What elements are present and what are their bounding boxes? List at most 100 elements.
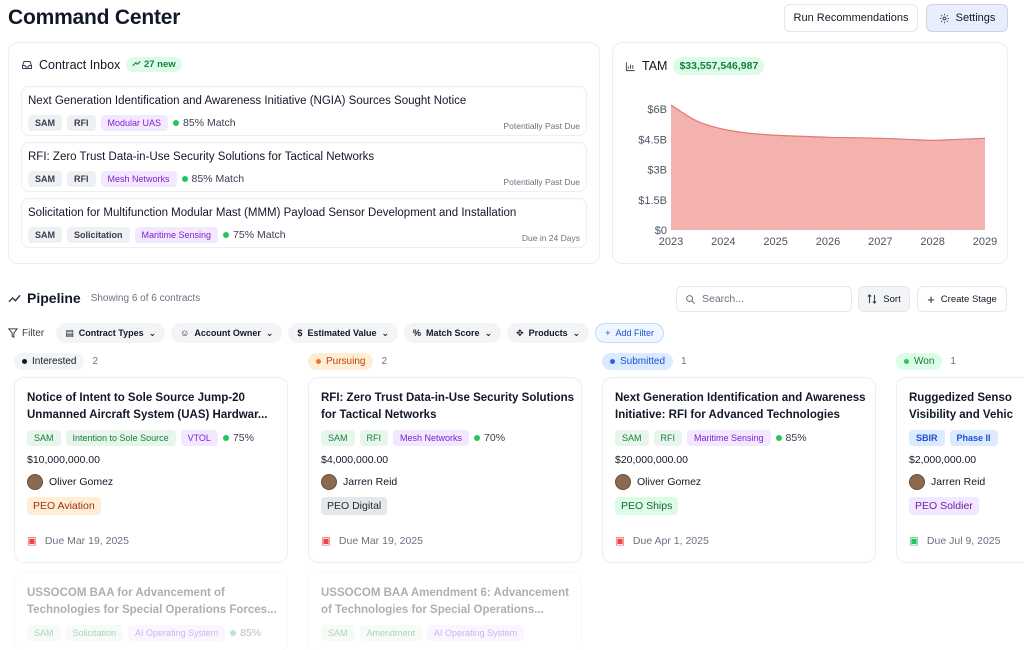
due-note: Potentially Past Due — [503, 121, 580, 131]
create-stage-button[interactable]: + Create Stage — [917, 286, 1007, 312]
tam-card: TAM $33,557,546,987 $0 $1.5B $3B $4.5B $6B 20… — [612, 42, 1008, 264]
match-score: 70% — [474, 432, 505, 444]
deal-title: USSOCOM BAA for Advancement of Technolog… — [27, 587, 277, 616]
search-input[interactable]: Search... — [676, 286, 852, 312]
due-date: Due Mar 19, 2025 — [44, 535, 129, 547]
stage-pill: Submitted — [602, 353, 674, 370]
deal-tags: SBIR Phase II — [909, 430, 998, 446]
tag: SAM — [321, 430, 355, 446]
tag: RFI — [653, 430, 683, 446]
sort-button[interactable]: Sort — [858, 286, 910, 312]
inbox-item-tags: SAM RFI Modular UAS 85% Match — [28, 115, 236, 131]
stage-label: Interested — [32, 356, 77, 367]
deal-due: ▣ Due Apr 1, 2025 — [615, 535, 709, 547]
add-filter-label: Add Filter — [615, 328, 654, 338]
tag: Phase II — [949, 430, 998, 446]
deal-tags: SAM RFI Maritime Sensing 85% — [615, 430, 807, 446]
deal-card[interactable]: Notice of Intent to Sole Source Jump-20 … — [14, 377, 288, 563]
tag: SAM — [27, 430, 61, 446]
match-dot-icon — [223, 232, 230, 238]
run-recommendations-label: Run Recommendations — [793, 12, 909, 24]
chevron-down-icon: ⌄ — [381, 327, 390, 338]
x-tick-label: 2028 — [920, 236, 944, 248]
match-score: 75% — [222, 432, 254, 444]
owner-name: Oliver Gomez — [49, 476, 114, 488]
create-stage-label: Create Stage — [940, 293, 997, 305]
x-tick-label: 2023 — [659, 236, 683, 248]
inbox-item[interactable]: Next Generation Identification and Aware… — [21, 86, 587, 136]
filter-toggle[interactable]: Filter — [8, 328, 44, 339]
inbox-item-tags: SAM RFI Mesh Networks 85% Match — [28, 171, 244, 187]
deal-card-faded[interactable]: USSOCOM BAA for Advancement of Technolog… — [14, 572, 288, 650]
sort-icon — [867, 294, 877, 304]
match-label: 85% — [785, 432, 807, 444]
calendar-icon: ▣ — [321, 535, 331, 547]
settings-button[interactable]: Settings — [926, 4, 1008, 32]
filter-estimated-value[interactable]: $ Estimated Value ⌄ — [288, 323, 399, 343]
stage-count: 1 — [950, 356, 956, 367]
deal-card[interactable]: Next Generation Identification and Aware… — [602, 377, 876, 563]
match-label: 75% Match — [233, 229, 286, 241]
y-tick-label: $6B — [647, 104, 667, 116]
inbox-item-tags: SAM Solicitation Maritime Sensing 75% Ma… — [28, 227, 286, 243]
plus-icon: + — [927, 291, 935, 307]
y-tick-label: $1.5B — [638, 195, 667, 207]
deal-due: ▣ Due Mar 19, 2025 — [321, 535, 423, 547]
deal-card[interactable]: Ruggedized Senso Visibility and Vehic SB… — [896, 377, 1024, 563]
search-icon — [686, 294, 695, 304]
match-label: 70% — [484, 432, 506, 444]
tag: SAM — [27, 625, 61, 641]
tag: SAM — [28, 171, 62, 187]
filter-bar: Filter ▤ Contract Types ⌄ ☺ Account Owner ⌄ … — [8, 323, 664, 343]
chevron-down-icon: ⌄ — [265, 327, 274, 338]
settings-label: Settings — [955, 12, 996, 24]
deal-tags: SAM RFI Mesh Networks 70% — [321, 430, 505, 446]
inbox-item-title: Next Generation Identification and Aware… — [28, 95, 467, 107]
match-score: 85% Match — [173, 117, 236, 129]
deal-owner: Jarren Reid — [321, 474, 397, 490]
due-date: Due Apr 1, 2025 — [632, 535, 709, 547]
tag: Amendment — [359, 625, 423, 641]
tag: RFI — [67, 171, 96, 187]
match-score: 85% — [230, 627, 261, 639]
match-score: 75% Match — [223, 229, 286, 241]
filter-match-score[interactable]: % Match Score ⌄ — [404, 323, 502, 343]
deal-card[interactable]: RFI: Zero Trust Data-in-Use Security Sol… — [308, 377, 582, 563]
tam-line — [670, 104, 986, 141]
filter-contract-types[interactable]: ▤ Contract Types ⌄ — [56, 323, 166, 343]
inbox-item[interactable]: RFI: Zero Trust Data-in-Use Security Sol… — [21, 142, 587, 192]
deal-card-faded[interactable]: USSOCOM BAA Amendment 6: Advancement of … — [308, 572, 582, 650]
dollar-icon: $ — [297, 328, 303, 338]
match-score: 85% — [775, 432, 807, 444]
due-date: Due Mar 19, 2025 — [338, 535, 423, 547]
stage-count: 1 — [681, 356, 687, 367]
x-tick-label: 2026 — [816, 236, 840, 248]
topic-tag: AI Operating System — [427, 625, 525, 641]
tag: Solicitation — [65, 625, 124, 641]
due-date: Due Jul 9, 2025 — [926, 535, 1001, 547]
stage-label: Pursuing — [326, 356, 366, 367]
topic-tag: Mesh Networks — [100, 171, 177, 187]
tam-title: TAM — [642, 59, 668, 73]
deal-value: $2,000,000.00 — [909, 454, 977, 466]
calendar-icon: ▣ — [909, 535, 919, 547]
stage-pursuing: Pursuing 2 — [308, 353, 387, 370]
stage-count: 2 — [381, 356, 388, 367]
tag: SAM — [615, 430, 649, 446]
plus-icon: + — [605, 328, 611, 338]
inbox-item-title: RFI: Zero Trust Data-in-Use Security Sol… — [28, 151, 375, 163]
filter-products[interactable]: ✥ Products ⌄ — [507, 323, 590, 343]
add-filter-button[interactable]: + Add Filter — [595, 323, 664, 343]
trend-up-icon — [8, 294, 21, 303]
stage-pill: Pursuing — [308, 353, 374, 370]
avatar — [321, 474, 337, 490]
inbox-item[interactable]: Solicitation for Multifunction Modular M… — [21, 198, 587, 248]
match-dot-icon — [775, 435, 782, 441]
filter-chip-label: Match Score — [426, 328, 480, 338]
sort-label: Sort — [883, 293, 901, 305]
run-recommendations-button[interactable]: Run Recommendations — [784, 4, 918, 32]
tag: SBIR — [909, 430, 945, 446]
filter-chip-label: Estimated Value — [307, 328, 377, 338]
search-placeholder: Search... — [702, 293, 745, 305]
filter-account-owner[interactable]: ☺ Account Owner ⌄ — [171, 323, 283, 343]
